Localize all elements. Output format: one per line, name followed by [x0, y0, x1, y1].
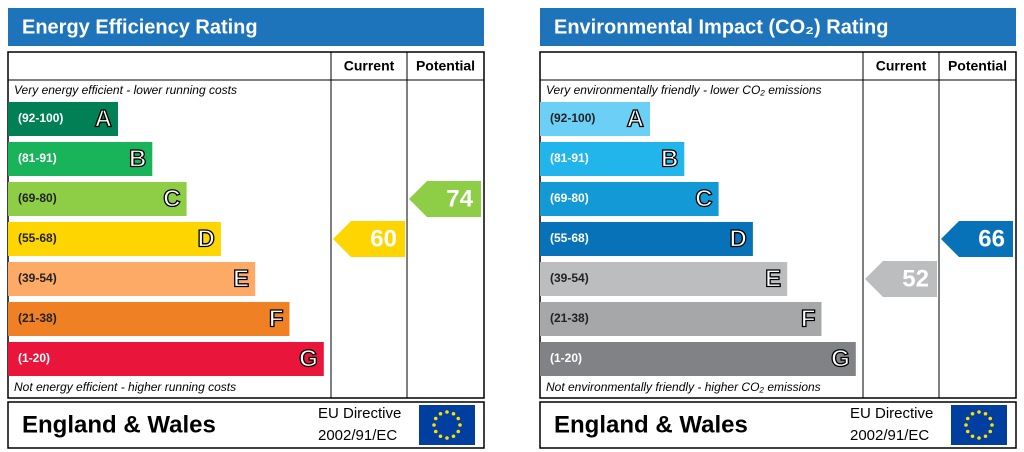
eu-star [456, 416, 461, 421]
rating-band [540, 302, 822, 336]
title-bar [540, 8, 1016, 46]
eu-star [983, 411, 988, 416]
bottom-note: Not energy efficient - higher running co… [14, 380, 236, 394]
rating-value: 74 [446, 185, 473, 212]
band-letter: E [765, 265, 781, 292]
band-letter: D [730, 225, 747, 252]
rating-band [540, 222, 753, 256]
footer-directive: EU Directive [318, 405, 401, 422]
column-header: Current [876, 58, 927, 74]
eu-star [432, 423, 436, 427]
rating-arrow [409, 181, 481, 217]
rating-arrow [333, 221, 405, 257]
band-letter: A [95, 105, 112, 132]
rating-band [8, 262, 256, 296]
band-range: (21-38) [18, 311, 57, 325]
band-letter: D [198, 225, 215, 252]
rating-band [540, 182, 719, 216]
rating-band [8, 142, 153, 176]
band-range: (39-54) [18, 271, 57, 285]
rating-band [8, 102, 118, 136]
rating-band [540, 342, 856, 376]
eu-star [964, 423, 968, 427]
band-range: (21-38) [550, 311, 589, 325]
eu-star [970, 411, 975, 416]
eu-star [445, 410, 449, 414]
rating-band [8, 302, 290, 336]
rating-band [8, 182, 187, 216]
eu-star [451, 434, 456, 439]
footer-frame [539, 401, 1017, 449]
eu-star [438, 434, 443, 439]
footer-code: 2002/91/EC [850, 427, 929, 444]
column-header: Potential [948, 58, 1007, 74]
band-letter: C [695, 185, 712, 212]
panel-title: Energy Efficiency Rating [22, 16, 258, 38]
rating-value: 66 [978, 225, 1005, 252]
band-range: (81-91) [18, 151, 57, 165]
eu-star [451, 411, 456, 416]
footer-code: 2002/91/EC [318, 427, 397, 444]
eu-star [970, 434, 975, 439]
eu-star [438, 411, 443, 416]
eu-star [990, 423, 994, 427]
eu-star [458, 423, 462, 427]
band-letter: G [831, 345, 850, 372]
eu-star [433, 429, 438, 434]
band-range: (81-91) [550, 151, 589, 165]
band-range: (69-80) [18, 191, 57, 205]
band-letter: G [299, 345, 318, 372]
panel-title: Environmental Impact (CO₂) Rating [554, 16, 888, 38]
eu-star [456, 429, 461, 434]
footer-frame [7, 401, 485, 449]
eu-star [983, 434, 988, 439]
title-bar [8, 8, 484, 46]
band-letter: C [163, 185, 180, 212]
rating-value: 52 [902, 265, 929, 292]
band-letter: B [661, 145, 678, 172]
eu-star [988, 429, 993, 434]
rating-arrow [941, 221, 1013, 257]
eu-star [977, 436, 981, 440]
footer-region: England & Wales [554, 411, 748, 438]
eu-star [445, 436, 449, 440]
rating-arrow [865, 261, 937, 297]
eu-star [988, 416, 993, 421]
rating-band [540, 142, 685, 176]
band-letter: B [129, 145, 146, 172]
eu-star [977, 410, 981, 414]
rating-band [8, 342, 324, 376]
rating-value: 60 [370, 225, 397, 252]
rating-band [540, 262, 788, 296]
column-header: Potential [416, 58, 475, 74]
bottom-note: Not environmentally friendly - higher CO… [546, 380, 821, 394]
top-note: Very energy efficient - lower running co… [14, 83, 237, 97]
eu-star [965, 416, 970, 421]
band-range: (92-100) [18, 111, 63, 125]
eu-star [433, 416, 438, 421]
rating-band [8, 222, 221, 256]
footer-region: England & Wales [22, 411, 216, 438]
band-range: (1-20) [18, 351, 50, 365]
band-letter: F [269, 305, 284, 332]
rating-band [540, 102, 650, 136]
band-range: (55-68) [18, 231, 57, 245]
band-letter: E [233, 265, 249, 292]
eu-star [965, 429, 970, 434]
top-note: Very environmentally friendly - lower CO… [546, 83, 822, 97]
column-header: Current [344, 58, 395, 74]
band-letter: F [801, 305, 816, 332]
band-range: (55-68) [550, 231, 589, 245]
band-range: (39-54) [550, 271, 589, 285]
band-letter: A [627, 105, 644, 132]
footer-directive: EU Directive [850, 405, 933, 422]
band-range: (92-100) [550, 111, 595, 125]
band-range: (1-20) [550, 351, 582, 365]
band-range: (69-80) [550, 191, 589, 205]
